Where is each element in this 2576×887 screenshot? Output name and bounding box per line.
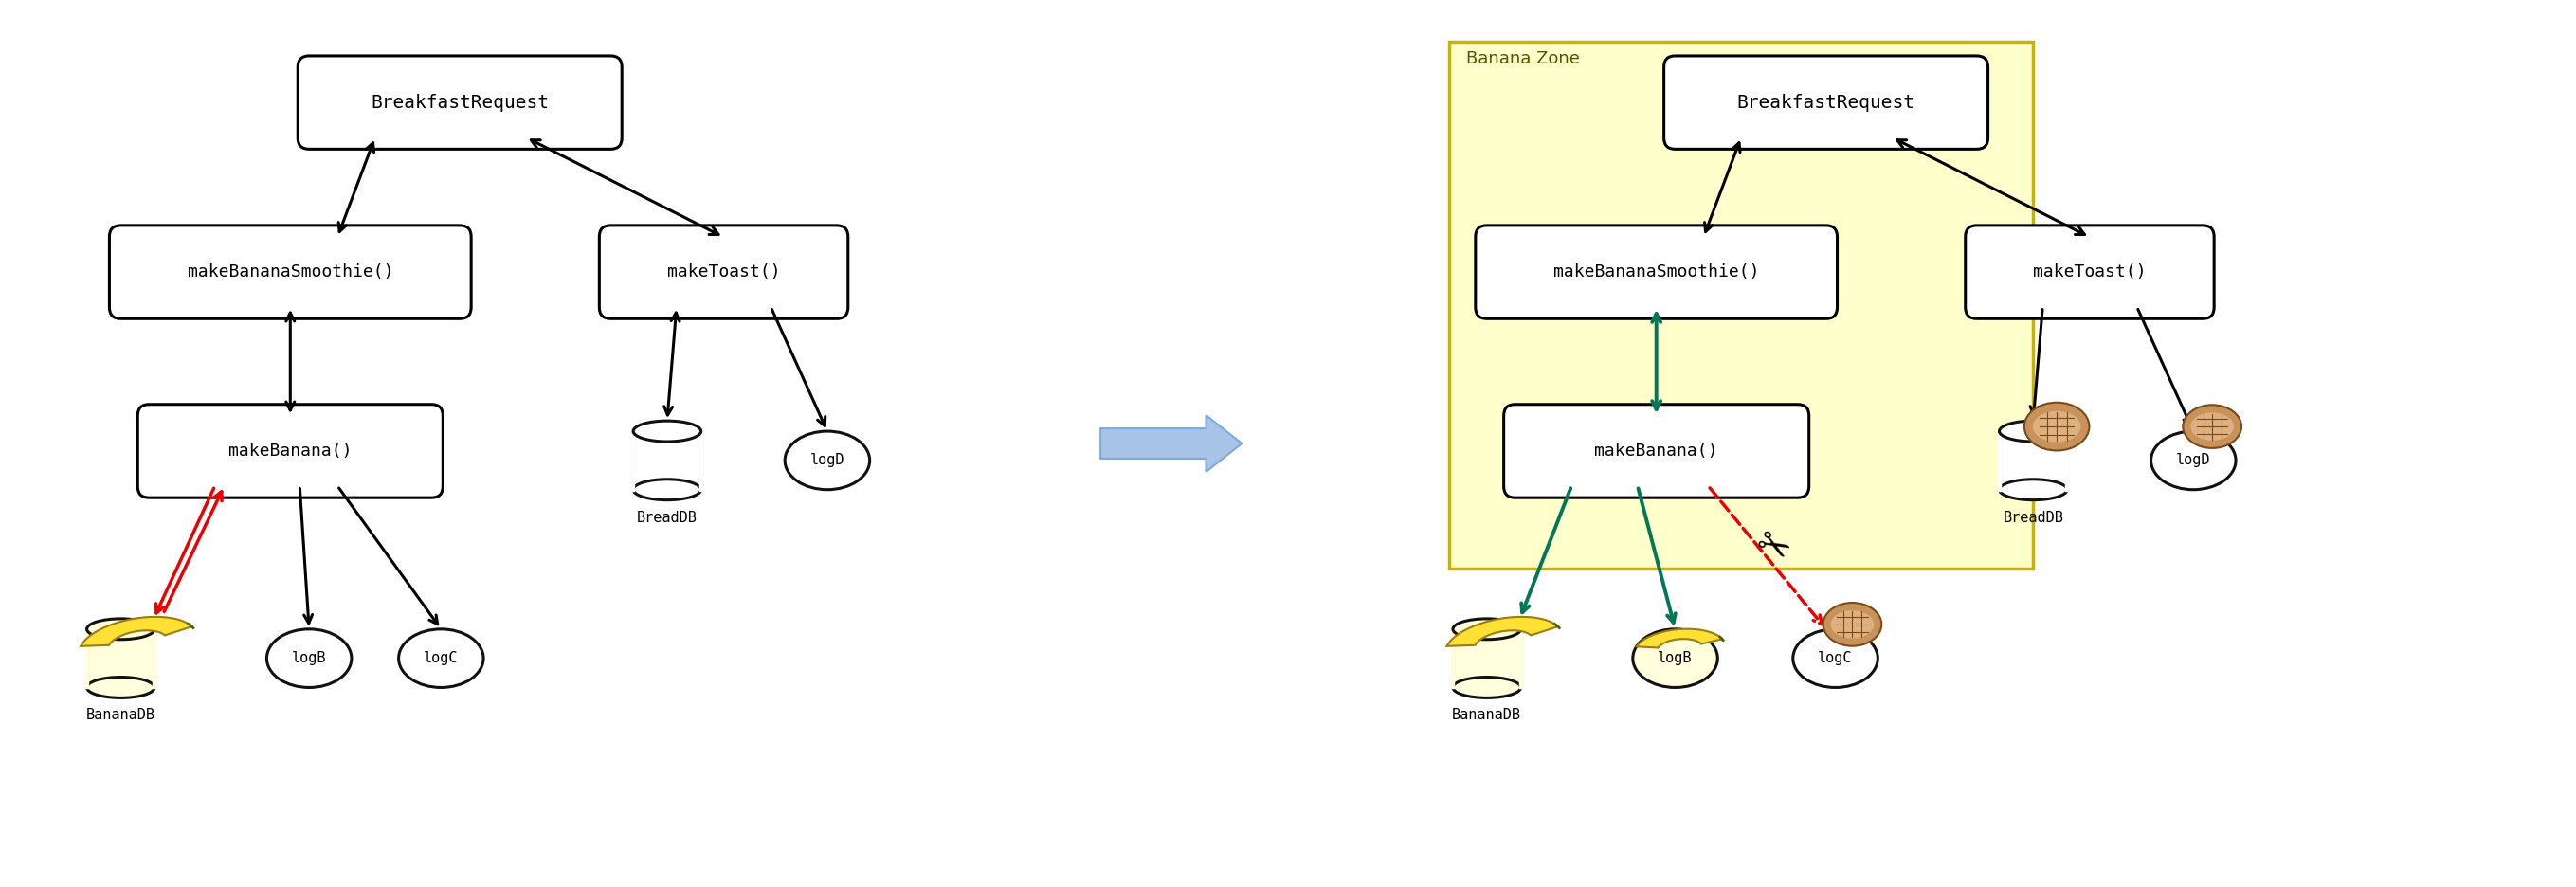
Text: makeToast(): makeToast()	[2032, 263, 2146, 280]
Text: BreakfastRequest: BreakfastRequest	[1736, 93, 1914, 112]
Text: BreakfastRequest: BreakfastRequest	[371, 93, 549, 112]
Ellipse shape	[2151, 431, 2236, 490]
Ellipse shape	[634, 421, 701, 442]
Ellipse shape	[1793, 629, 1878, 687]
Text: logC: logC	[1819, 651, 1852, 665]
Text: makeBanana(): makeBanana()	[1595, 443, 1718, 459]
FancyBboxPatch shape	[137, 404, 443, 498]
Text: makeBanana(): makeBanana()	[229, 443, 353, 459]
FancyBboxPatch shape	[1450, 42, 2032, 569]
Ellipse shape	[1824, 603, 1880, 646]
Ellipse shape	[1633, 629, 1718, 687]
Bar	[88, 629, 155, 687]
Ellipse shape	[2025, 403, 2089, 451]
Ellipse shape	[1453, 677, 1520, 698]
Text: logC: logC	[422, 651, 459, 665]
Ellipse shape	[399, 629, 484, 687]
Text: makeBananaSmoothie(): makeBananaSmoothie()	[188, 263, 394, 280]
FancyArrow shape	[1100, 415, 1242, 472]
Bar	[1453, 629, 1520, 687]
FancyBboxPatch shape	[108, 225, 471, 318]
Text: Banana Zone: Banana Zone	[1466, 51, 1579, 67]
Text: logD: logD	[2177, 453, 2210, 467]
Ellipse shape	[88, 677, 155, 698]
Ellipse shape	[1999, 479, 2066, 500]
Text: logD: logD	[809, 453, 845, 467]
Bar	[634, 431, 701, 490]
FancyBboxPatch shape	[1476, 225, 1837, 318]
Ellipse shape	[2190, 412, 2233, 441]
Polygon shape	[1636, 629, 1723, 648]
Ellipse shape	[88, 619, 155, 640]
Ellipse shape	[1453, 619, 1520, 640]
Ellipse shape	[1832, 610, 1873, 639]
Text: makeToast(): makeToast()	[667, 263, 781, 280]
Bar	[1999, 431, 2066, 490]
Ellipse shape	[268, 629, 350, 687]
Text: BananaDB: BananaDB	[1453, 708, 1522, 722]
Ellipse shape	[1999, 421, 2066, 442]
Text: BreadDB: BreadDB	[636, 510, 698, 524]
Polygon shape	[1448, 616, 1558, 646]
FancyBboxPatch shape	[600, 225, 848, 318]
Ellipse shape	[2032, 411, 2081, 442]
FancyBboxPatch shape	[1504, 404, 1808, 498]
Text: makeBananaSmoothie(): makeBananaSmoothie()	[1553, 263, 1759, 280]
Text: BananaDB: BananaDB	[85, 708, 155, 722]
Text: BreadDB: BreadDB	[2004, 510, 2063, 524]
Text: ✂: ✂	[1747, 522, 1795, 574]
Polygon shape	[80, 616, 191, 646]
Ellipse shape	[786, 431, 871, 490]
Text: logB: logB	[1659, 651, 1692, 665]
FancyBboxPatch shape	[299, 56, 621, 149]
FancyBboxPatch shape	[1965, 225, 2215, 318]
Ellipse shape	[634, 479, 701, 500]
FancyBboxPatch shape	[1664, 56, 1989, 149]
Text: logB: logB	[291, 651, 327, 665]
Ellipse shape	[2182, 405, 2241, 448]
